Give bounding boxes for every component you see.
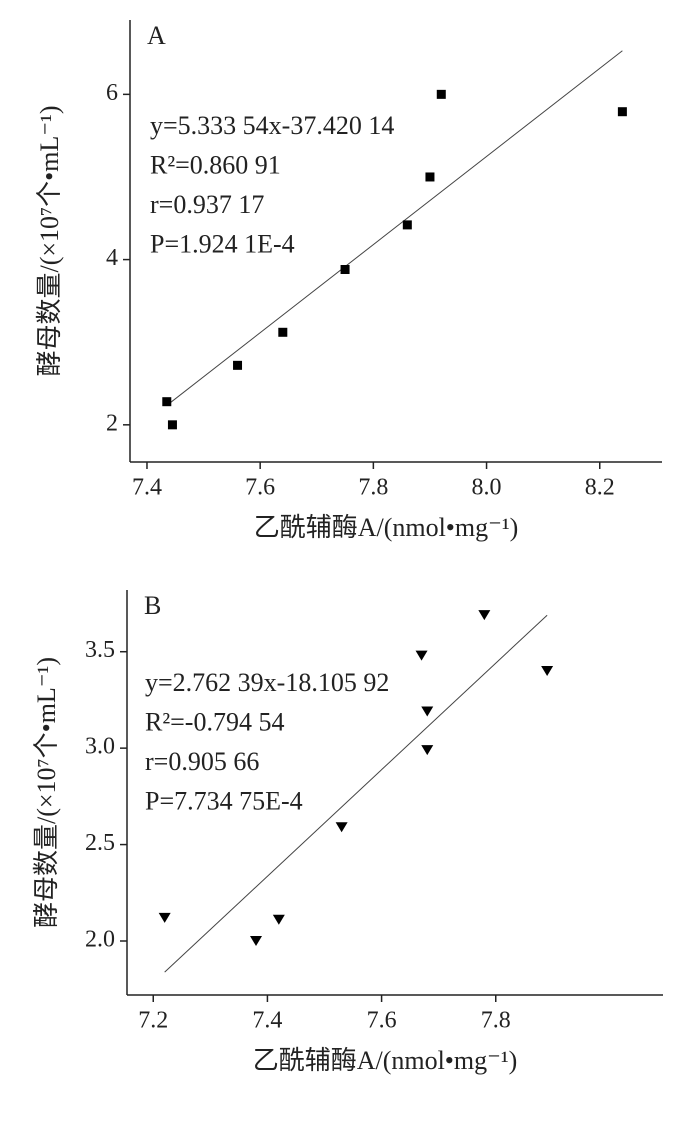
point — [278, 327, 288, 337]
point — [421, 706, 434, 717]
point — [617, 107, 627, 117]
x-tick-label: 7.4 — [132, 475, 162, 501]
point — [415, 650, 428, 661]
annotation: P=7.734 75E-4 — [145, 786, 303, 815]
x-tick-label: 7.8 — [481, 1008, 511, 1034]
point — [436, 89, 446, 99]
y-axis-label: 酵母数量/(×10⁷个•mL⁻¹) — [35, 106, 64, 377]
annotation: r=0.905 66 — [145, 747, 259, 776]
panel-label: A — [147, 21, 166, 50]
point — [335, 822, 348, 833]
point — [421, 745, 434, 756]
annotation: y=2.762 39x-18.105 92 — [145, 668, 389, 697]
panel-label: B — [144, 591, 161, 620]
point — [478, 610, 491, 621]
x-tick-label: 7.4 — [252, 1008, 282, 1034]
annotation: R²=0.860 91 — [150, 150, 281, 179]
fit-line — [164, 614, 548, 973]
point — [340, 265, 350, 275]
x-axis-label: 乙酰辅酶A/(nmol•mg⁻¹) — [254, 513, 519, 542]
fit-line — [166, 50, 623, 406]
point — [167, 420, 177, 430]
annotation: R²=-0.794 54 — [145, 707, 284, 736]
x-tick-label: 8.2 — [585, 475, 615, 501]
x-tick-label: 7.6 — [367, 1008, 397, 1034]
annotation: P=1.924 1E-4 — [150, 229, 295, 258]
y-tick-label: 2.0 — [85, 927, 115, 953]
y-tick-label: 3.0 — [85, 734, 115, 760]
y-tick-label: 2 — [106, 410, 118, 436]
x-axis-label: 乙酰辅酶A/(nmol•mg⁻¹) — [253, 1046, 518, 1075]
annotation: y=5.333 54x-37.420 14 — [150, 111, 394, 140]
y-tick-label: 6 — [106, 80, 118, 106]
point — [541, 666, 554, 676]
x-tick-label: 7.2 — [138, 1008, 168, 1034]
x-tick-label: 7.6 — [245, 475, 275, 501]
annotation: r=0.937 17 — [150, 190, 264, 219]
x-tick-label: 7.8 — [358, 475, 388, 501]
y-axis-label: 酵母数量/(×10⁷个•mL⁻¹) — [32, 657, 61, 928]
point — [272, 914, 285, 925]
point — [158, 912, 171, 923]
point — [402, 220, 412, 230]
x-tick-label: 8.0 — [472, 475, 502, 501]
y-tick-label: 2.5 — [85, 830, 115, 856]
point — [250, 936, 263, 946]
point — [162, 397, 172, 407]
point — [233, 360, 243, 370]
point — [425, 172, 435, 182]
y-tick-label: 4 — [106, 245, 118, 271]
y-tick-label: 3.5 — [85, 637, 115, 663]
